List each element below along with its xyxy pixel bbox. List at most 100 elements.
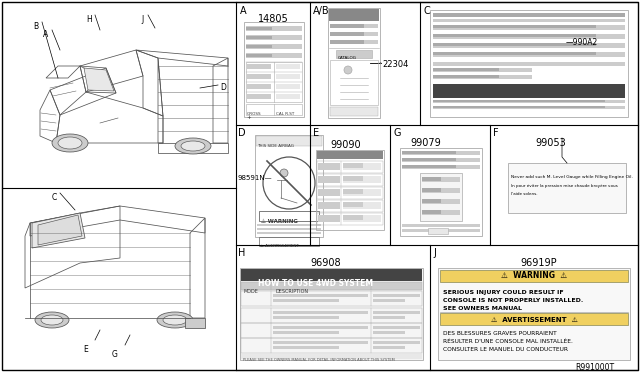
Bar: [241, 354, 422, 359]
Bar: [343, 202, 363, 207]
Bar: [336, 50, 372, 58]
Bar: [402, 151, 456, 154]
Bar: [317, 151, 383, 159]
Ellipse shape: [41, 315, 63, 325]
Text: 14805: 14805: [258, 14, 289, 24]
Bar: [318, 163, 340, 170]
Bar: [273, 331, 339, 334]
Bar: [246, 26, 302, 31]
Bar: [433, 100, 605, 102]
Bar: [373, 341, 420, 344]
Bar: [422, 199, 441, 203]
Bar: [317, 187, 383, 199]
Bar: [433, 75, 532, 79]
Bar: [246, 36, 272, 39]
Bar: [244, 22, 304, 117]
Bar: [257, 224, 321, 226]
Bar: [402, 229, 480, 232]
Bar: [343, 189, 363, 194]
Bar: [246, 44, 302, 49]
Bar: [317, 213, 383, 225]
Text: PLEASE SEE THE OWNERS MANUAL FOR DETAIL INFORMATION ABOUT THIS SYSTEM: PLEASE SEE THE OWNERS MANUAL FOR DETAIL …: [243, 358, 395, 362]
Text: B: B: [33, 22, 38, 31]
Bar: [438, 268, 630, 360]
Bar: [317, 161, 383, 173]
Bar: [330, 60, 378, 105]
Bar: [422, 210, 460, 215]
Bar: [422, 199, 460, 204]
Bar: [433, 43, 625, 48]
Text: ⚠ WARNING: ⚠ WARNING: [261, 219, 298, 224]
Ellipse shape: [248, 340, 262, 350]
Bar: [246, 104, 302, 115]
Bar: [440, 270, 628, 282]
Ellipse shape: [248, 293, 262, 303]
Text: ⚠  AVERTISSEMENT  ⚠: ⚠ AVERTISSEMENT ⚠: [491, 317, 577, 323]
Bar: [247, 74, 271, 79]
Bar: [328, 8, 380, 118]
Ellipse shape: [181, 141, 205, 151]
Bar: [373, 326, 420, 329]
Bar: [433, 84, 625, 98]
Text: 99079: 99079: [410, 138, 441, 148]
Bar: [273, 346, 339, 349]
Text: H: H: [238, 248, 245, 258]
Bar: [433, 13, 625, 17]
Bar: [402, 224, 480, 227]
Text: CAL R.ST: CAL R.ST: [276, 112, 294, 116]
Bar: [246, 45, 272, 48]
Bar: [373, 346, 405, 349]
Bar: [276, 64, 300, 69]
Bar: [241, 282, 422, 290]
Bar: [241, 308, 422, 323]
Bar: [240, 268, 423, 360]
Bar: [373, 294, 420, 297]
Bar: [330, 24, 378, 28]
Bar: [433, 52, 596, 55]
Bar: [273, 316, 339, 319]
Polygon shape: [185, 318, 205, 328]
Bar: [343, 163, 381, 170]
Bar: [330, 107, 378, 116]
Bar: [433, 52, 625, 57]
Text: G: G: [112, 350, 118, 359]
Text: SERIOUS INJURY COULD RESULT IF: SERIOUS INJURY COULD RESULT IF: [443, 290, 564, 295]
Text: J: J: [433, 248, 436, 258]
Bar: [318, 189, 340, 196]
Bar: [257, 232, 321, 234]
Bar: [433, 100, 625, 103]
Text: R991000T: R991000T: [575, 363, 614, 372]
Bar: [422, 188, 460, 193]
Bar: [317, 174, 383, 186]
Ellipse shape: [175, 138, 211, 154]
Bar: [422, 210, 441, 214]
Bar: [400, 148, 482, 236]
Text: —990A2: —990A2: [566, 38, 598, 47]
Bar: [433, 106, 605, 108]
Bar: [330, 32, 378, 36]
Text: l'aide solens.: l'aide solens.: [511, 192, 538, 196]
Bar: [316, 150, 384, 230]
Text: J: J: [141, 15, 144, 24]
Bar: [330, 40, 378, 44]
Bar: [433, 68, 532, 72]
Bar: [276, 84, 300, 89]
Text: ⚠ AVERTISSEMENT: ⚠ AVERTISSEMENT: [260, 244, 299, 248]
Bar: [247, 84, 271, 89]
Bar: [257, 228, 321, 230]
Bar: [255, 135, 323, 237]
Text: 22304: 22304: [382, 60, 408, 69]
Ellipse shape: [344, 66, 352, 74]
Bar: [273, 294, 368, 297]
Bar: [433, 62, 625, 66]
Bar: [273, 326, 368, 329]
Bar: [273, 311, 368, 314]
Bar: [241, 323, 422, 338]
Text: E: E: [313, 128, 319, 138]
Bar: [433, 68, 499, 71]
Bar: [343, 176, 381, 183]
Text: CATALOG: CATALOG: [338, 56, 357, 60]
Bar: [373, 299, 405, 302]
Bar: [241, 291, 422, 306]
Bar: [343, 215, 381, 222]
